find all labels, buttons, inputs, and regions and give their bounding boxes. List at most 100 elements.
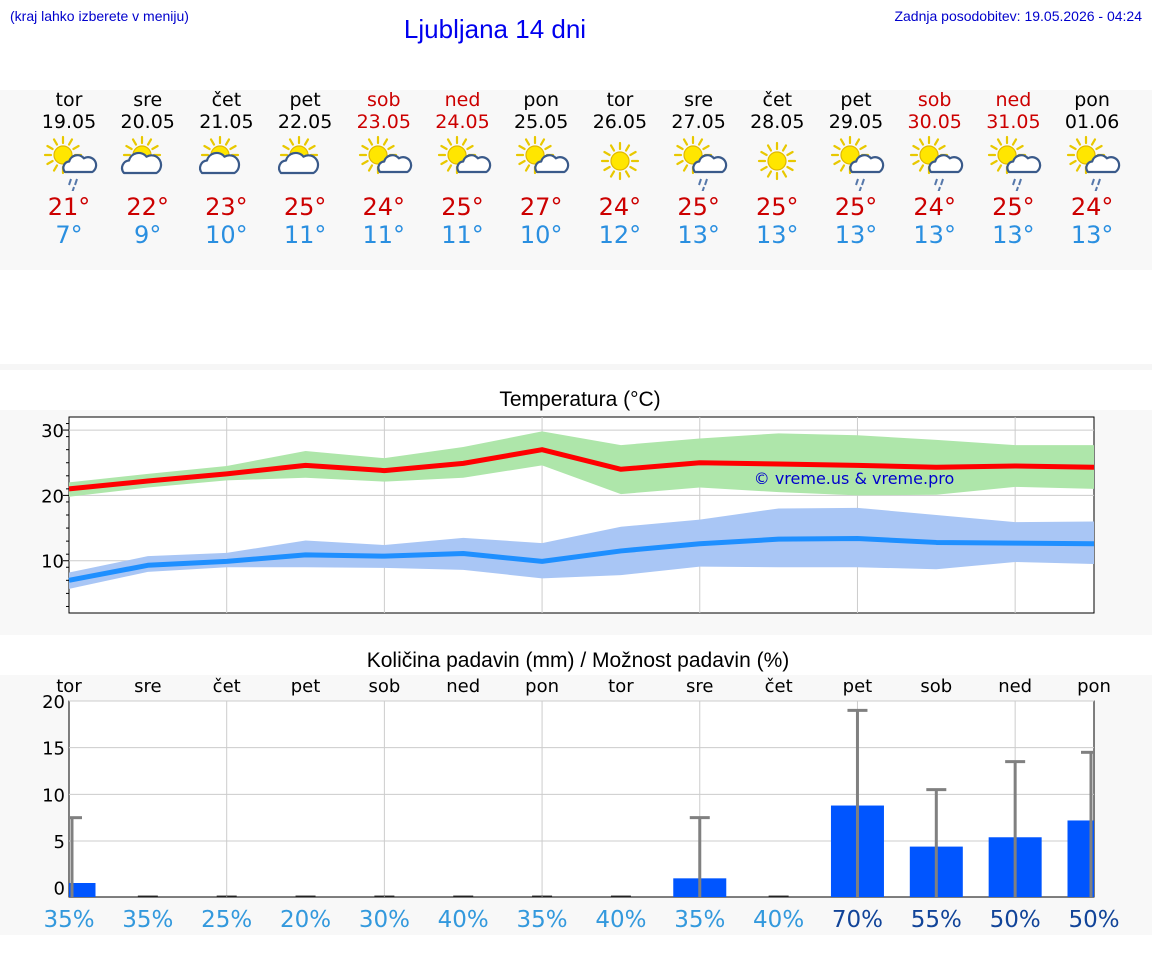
- precipitation-day-label: ned: [998, 676, 1032, 697]
- sun-cloud-icon-graphic: [199, 135, 241, 175]
- min-temp: 13°: [913, 221, 956, 249]
- precipitation-probability: 70%: [832, 907, 883, 933]
- day-column: pon 25.05 27° 10°: [503, 89, 579, 249]
- day-date: 31.05: [986, 111, 1041, 133]
- min-temp: 10°: [519, 221, 563, 249]
- temperature-tick-label: 20: [41, 486, 64, 507]
- precipitation-tick-label: 15: [42, 739, 65, 760]
- precipitation-tick-label: 0: [54, 879, 65, 900]
- sun-cloud-rain-icon-graphic: [988, 135, 1042, 194]
- precipitation-probability: 50%: [1068, 907, 1119, 933]
- precipitation-day-label: pet: [843, 676, 873, 697]
- precipitation-tick-label: 20: [42, 692, 65, 713]
- min-temperature-line: [68, 536, 1095, 583]
- min-temp: 11°: [362, 221, 406, 249]
- sun-cloud-rain-icon: [975, 133, 1051, 194]
- precipitation-day-label: čet: [213, 676, 241, 697]
- sun-cloud-rain-icon-graphic: [1066, 135, 1121, 194]
- max-temp: 21°: [47, 193, 91, 221]
- last-update: Zadnja posodobitev: 19.05.2026 - 04:24: [894, 8, 1142, 24]
- sun-small-cloud-icon-graphic: [437, 135, 491, 175]
- day-date: 25.05: [513, 111, 569, 133]
- min-temp: 13°: [992, 221, 1035, 249]
- sun-icon-graphic: [600, 141, 639, 181]
- day-name: ned: [444, 89, 481, 111]
- max-temp: 22°: [126, 193, 169, 221]
- sun-cloud-rain-icon-graphic: [43, 135, 98, 194]
- day-column: pet 29.05 25° 13°: [818, 89, 894, 249]
- day-name: pet: [840, 89, 872, 111]
- sun-small-cloud-icon: [425, 133, 501, 191]
- sun-cloud-rain-icon-graphic: [909, 135, 963, 194]
- day-name: čet: [211, 89, 242, 111]
- min-temperature-band: [69, 507, 1094, 589]
- sun-cloud-icon-graphic: [120, 135, 162, 175]
- max-temp: 25°: [992, 193, 1035, 221]
- day-name: sob: [917, 89, 952, 111]
- day-date: 27.05: [671, 111, 726, 133]
- sun-cloud-rain-icon: [661, 133, 737, 194]
- precipitation-probability: 25%: [201, 907, 252, 933]
- day-date: 21.05: [199, 111, 254, 133]
- precipitation-probability: 40%: [595, 907, 646, 933]
- max-temp: 25°: [283, 193, 327, 221]
- precipitation-probability: 35%: [43, 907, 94, 933]
- precipitation-tick-label: 5: [54, 832, 65, 853]
- sun-cloud-icon: [188, 133, 264, 191]
- min-temp: 11°: [283, 221, 327, 249]
- day-date: 24.05: [435, 111, 490, 133]
- max-temp: 25°: [834, 193, 878, 221]
- precipitation-day-label: ned: [446, 676, 480, 697]
- max-temp: 25°: [677, 193, 720, 221]
- day-name: pet: [289, 89, 321, 111]
- temperature-chart-title: Temperatura (°C): [499, 388, 661, 411]
- precipitation-day-label: sob: [920, 676, 952, 697]
- max-temp: 25°: [441, 193, 484, 221]
- day-name: sre: [684, 89, 714, 111]
- sun-cloud-icon: [267, 133, 343, 191]
- precipitation-day-label: pon: [1077, 676, 1111, 697]
- sun-small-cloud-icon: [503, 133, 579, 191]
- precipitation-day-label: tor: [608, 676, 634, 697]
- precipitation-day-label: pet: [291, 676, 321, 697]
- forecast-strip: [0, 90, 1152, 270]
- max-temp: 24°: [362, 193, 406, 221]
- temperature-tick-label: 30: [41, 421, 64, 442]
- page-title: Ljubljana 14 dni: [403, 14, 587, 44]
- precipitation-probability: 35%: [517, 907, 568, 933]
- precipitation-day-label: pon: [525, 676, 559, 697]
- precipitation-probability: 20%: [280, 907, 331, 933]
- day-column: tor 19.05 21° 7°: [31, 89, 107, 249]
- precipitation-day-label: sob: [368, 676, 400, 697]
- sun-cloud-rain-icon: [818, 133, 894, 194]
- precipitation-bar: [69, 883, 96, 897]
- day-date: 29.05: [828, 111, 884, 133]
- temperature-tick-label: 10: [41, 552, 64, 573]
- max-temp: 24°: [913, 193, 956, 221]
- day-date: 28.05: [750, 111, 805, 133]
- day-column: pet 22.05 25° 11°: [267, 89, 343, 249]
- max-temp: 24°: [1070, 193, 1114, 221]
- sun-cloud-rain-icon: [1054, 133, 1130, 194]
- max-temp: 27°: [519, 193, 563, 221]
- day-name: pon: [523, 89, 560, 111]
- sun-small-cloud-icon: [346, 133, 422, 191]
- precipitation-tick-label: 10: [42, 785, 65, 806]
- day-name: sre: [133, 89, 163, 111]
- day-column: tor 26.05 24° 12°: [582, 89, 658, 249]
- min-temp: 13°: [756, 221, 799, 249]
- day-name: čet: [762, 89, 793, 111]
- max-temperature-line: [68, 447, 1095, 492]
- precipitation-probability: 50%: [990, 907, 1041, 933]
- day-column: pon 01.06 24° 13°: [1054, 89, 1130, 249]
- sun-cloud-rain-icon-graphic: [830, 135, 885, 194]
- sun-cloud-rain-icon-graphic: [673, 135, 727, 194]
- sun-cloud-rain-icon: [897, 133, 973, 194]
- max-temp: 24°: [598, 193, 642, 221]
- min-temp: 11°: [441, 221, 484, 249]
- precipitation-day-label: čet: [765, 676, 793, 697]
- day-name: sob: [367, 89, 401, 111]
- sun-icon: [582, 133, 658, 191]
